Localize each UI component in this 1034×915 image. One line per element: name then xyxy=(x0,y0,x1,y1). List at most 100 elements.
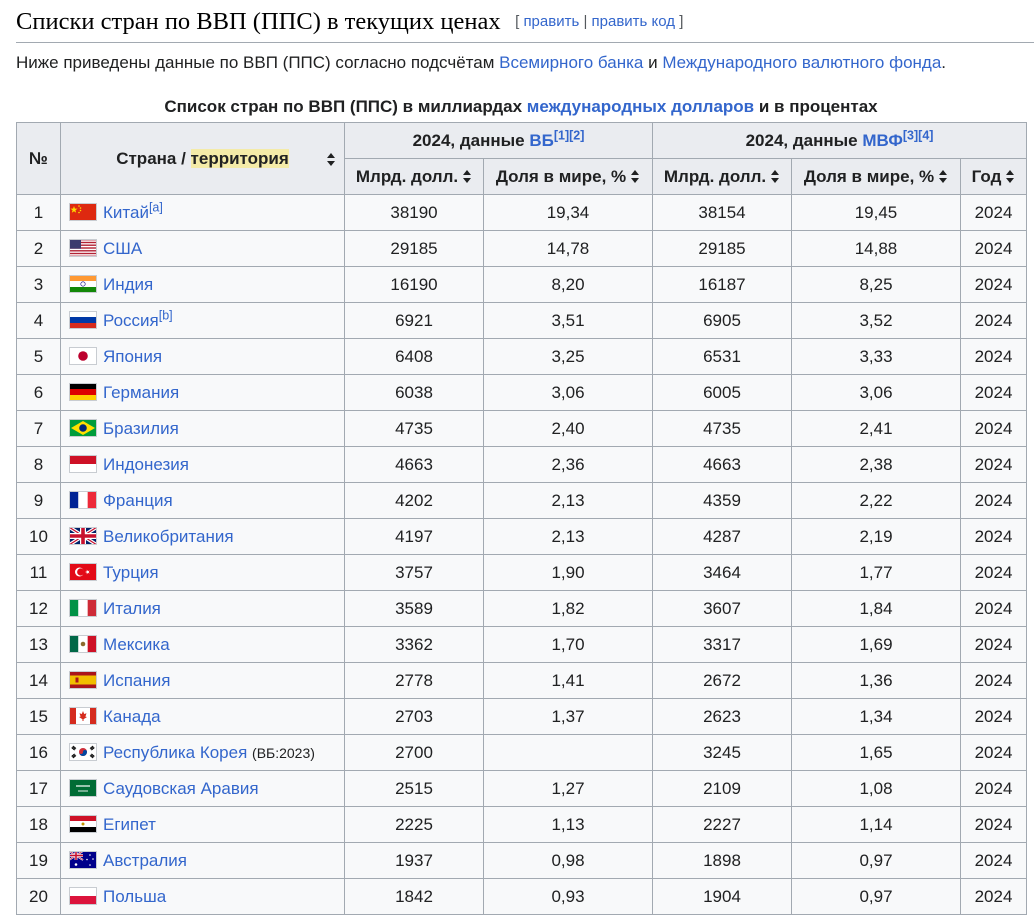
rank-cell: 12 xyxy=(16,590,61,627)
table-row: 20 Польша 1842 0,93 1904 0,97 2024 xyxy=(16,878,1028,915)
country-link[interactable]: Польша xyxy=(103,886,167,906)
country-link[interactable]: Австралия xyxy=(103,850,187,870)
year-cell: 2024 xyxy=(959,626,1028,663)
edit-link[interactable]: править xyxy=(523,13,580,30)
table-row: 10 Великобритания 4197 2,13 4287 2,19 2024 xyxy=(16,518,1028,555)
turkey-flag-icon xyxy=(69,562,97,581)
country-link[interactable]: Китай xyxy=(103,202,149,222)
imf-link[interactable]: Международного валютного фонда xyxy=(662,53,942,72)
wb-share-cell: 3,51 xyxy=(483,302,653,339)
country-link[interactable]: Индия xyxy=(103,274,154,294)
wb-share-cell: 2,36 xyxy=(483,446,653,483)
intro-text-and: и xyxy=(643,53,663,72)
column-header-wb-share[interactable]: Доля в мире, % xyxy=(483,158,653,195)
imf-gdp-cell: 1898 xyxy=(652,842,792,879)
rank-cell: 9 xyxy=(16,482,61,519)
brazil-flag-icon xyxy=(69,418,97,437)
edit-code-link[interactable]: править код xyxy=(591,13,676,30)
imf-gdp-cell: 4735 xyxy=(652,410,792,447)
column-header-year[interactable]: Год xyxy=(959,158,1028,195)
note-link[interactable]: [a] xyxy=(148,199,163,214)
table-row: 9 Франция 4202 2,13 4359 2,22 2024 xyxy=(16,482,1028,519)
country-link[interactable]: Германия xyxy=(103,382,180,402)
country-link[interactable]: Саудовская Аравия xyxy=(103,778,259,798)
table-row: 6 Германия 6038 3,06 6005 3,06 2024 xyxy=(16,374,1028,411)
column-header-country[interactable]: Страна / территория xyxy=(60,122,345,195)
imf-share-cell: 0,97 xyxy=(791,842,961,879)
rank-cell: 4 xyxy=(16,302,61,339)
country-link[interactable]: Великобритания xyxy=(103,526,234,546)
sort-icon[interactable] xyxy=(327,152,336,166)
imf-gdp-cell: 3245 xyxy=(652,734,792,771)
sort-icon[interactable] xyxy=(631,169,640,183)
rank-cell: 20 xyxy=(16,878,61,915)
column-header-imf-bn[interactable]: Млрд. долл. xyxy=(652,158,792,195)
country-link[interactable]: Индонезия xyxy=(103,454,189,474)
indonesia-flag-icon xyxy=(69,454,97,473)
ref-link[interactable]: [3] xyxy=(902,127,919,142)
imf-table-link[interactable]: МВФ xyxy=(862,130,903,150)
section-title: Списки стран по ВВП (ППС) в текущих цена… xyxy=(16,8,501,35)
country-link[interactable]: Япония xyxy=(103,346,163,366)
edit-bracket-close: ] xyxy=(675,13,684,30)
country-link[interactable]: Турция xyxy=(103,562,159,582)
country-link[interactable]: Испания xyxy=(103,670,171,690)
rank-cell: 17 xyxy=(16,770,61,807)
year-cell: 2024 xyxy=(959,554,1028,591)
year-cell: 2024 xyxy=(959,878,1028,915)
sort-icon[interactable] xyxy=(463,169,472,183)
table-row: 4 Россия[b] 6921 3,51 6905 3,52 2024 xyxy=(16,302,1028,339)
rank-cell: 14 xyxy=(16,662,61,699)
column-header-wb-bn[interactable]: Млрд. долл. xyxy=(344,158,484,195)
table-row: 14 Испания 2778 1,41 2672 1,36 2024 xyxy=(16,662,1028,699)
wb-link[interactable]: ВБ xyxy=(529,130,554,150)
caption-text-end: и в процентах xyxy=(754,97,878,116)
international-dollars-link[interactable]: международных долларов xyxy=(526,97,755,116)
ref-link[interactable]: [2] xyxy=(569,127,585,142)
wb-gdp-cell: 4202 xyxy=(344,482,484,519)
sort-icon[interactable] xyxy=(1006,169,1015,183)
country-link[interactable]: Франция xyxy=(103,490,173,510)
sort-icon[interactable] xyxy=(939,169,948,183)
country-link[interactable]: Египет xyxy=(103,814,156,834)
year-cell: 2024 xyxy=(959,482,1028,519)
column-header-imf-share[interactable]: Доля в мире, % xyxy=(791,158,961,195)
imf-share-cell: 1,36 xyxy=(791,662,961,699)
imf-share-cell: 2,19 xyxy=(791,518,961,555)
country-link[interactable]: Италия xyxy=(103,598,161,618)
gdp-table: № Страна / территория 2024, данные ВБ[1]… xyxy=(16,122,1028,915)
ref-link[interactable]: [4] xyxy=(918,127,934,142)
rank-cell: 15 xyxy=(16,698,61,735)
south-korea-flag-icon xyxy=(69,742,97,761)
intro-text-end: . xyxy=(941,53,947,72)
table-row: 7 Бразилия 4735 2,40 4735 2,41 2024 xyxy=(16,410,1028,447)
ref-link[interactable]: [1] xyxy=(553,127,570,142)
table-body: 1 Китай[a] 38190 19,34 38154 19,45 2024 2 США 291… xyxy=(16,194,1028,915)
country-cell: Италия xyxy=(60,590,345,627)
sort-icon[interactable] xyxy=(771,169,780,183)
mexico-flag-icon xyxy=(69,634,97,653)
country-link[interactable]: США xyxy=(103,238,143,258)
table-row: 11 Турция 3757 1,90 3464 1,77 2024 xyxy=(16,554,1028,591)
country-link[interactable]: Республика Корея xyxy=(103,742,248,762)
world-bank-link[interactable]: Всемирного банка xyxy=(499,53,644,72)
country-link[interactable]: Мексика xyxy=(103,634,170,654)
imf-share-cell: 1,65 xyxy=(791,734,961,771)
year-cell: 2024 xyxy=(959,734,1028,771)
year-cell: 2024 xyxy=(959,518,1028,555)
table-caption: Список стран по ВВП (ППС) в миллиардах м… xyxy=(16,96,1026,118)
country-cell: Австралия xyxy=(60,842,345,879)
country-link[interactable]: Бразилия xyxy=(103,418,179,438)
wb-share-cell: 0,98 xyxy=(483,842,653,879)
country-link[interactable]: Канада xyxy=(103,706,161,726)
wb-gdp-cell: 6408 xyxy=(344,338,484,375)
table-row: 17 Саудовская Аравия 2515 1,27 2109 1,08 2024 xyxy=(16,770,1028,807)
spain-flag-icon xyxy=(69,670,97,689)
france-flag-icon xyxy=(69,490,97,509)
imf-gdp-cell: 2227 xyxy=(652,806,792,843)
wb-gdp-cell: 38190 xyxy=(344,194,484,231)
note-link[interactable]: [b] xyxy=(158,307,173,322)
wb-share-cell: 3,25 xyxy=(483,338,653,375)
country-link[interactable]: Россия xyxy=(103,310,159,330)
wb-gdp-cell: 16190 xyxy=(344,266,484,303)
